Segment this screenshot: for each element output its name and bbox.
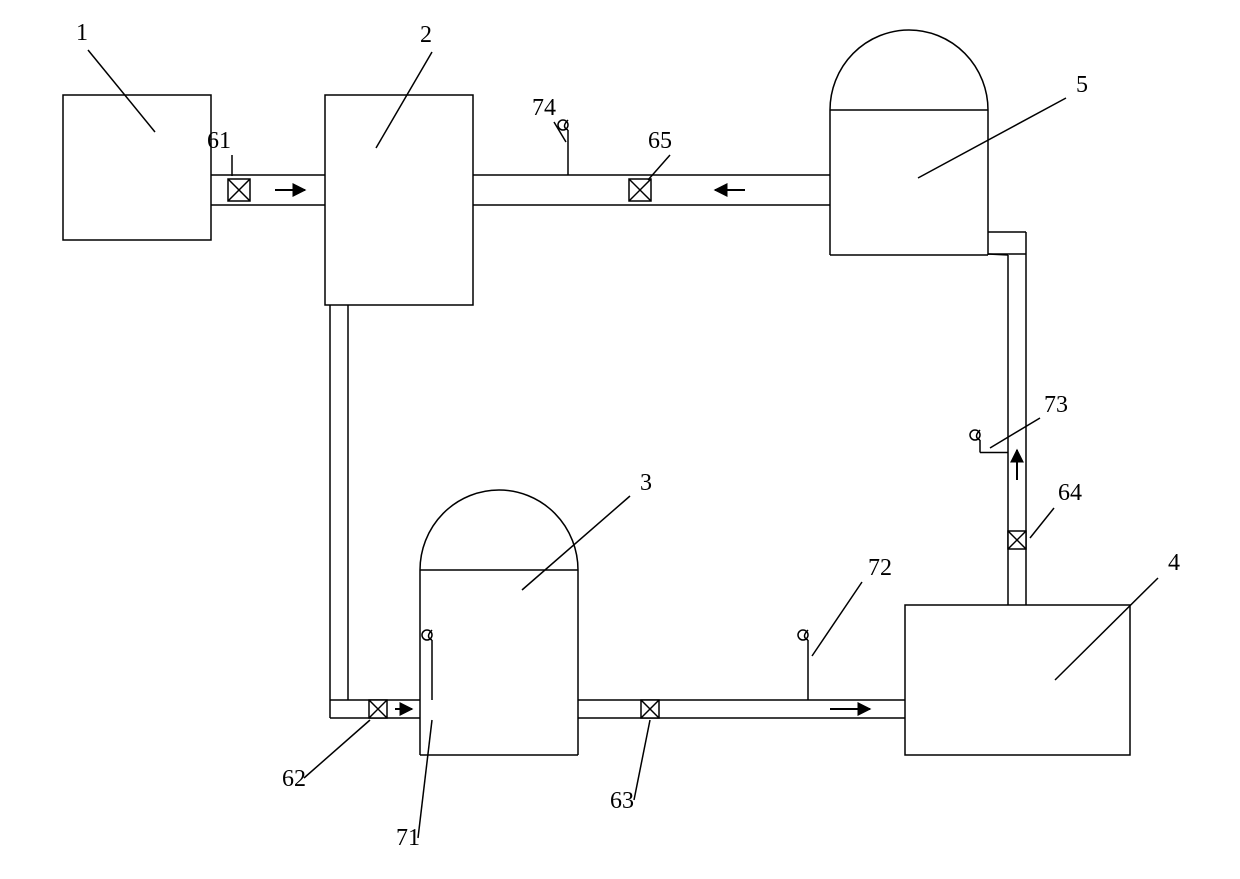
label-l74: 74 xyxy=(532,95,566,142)
block-b4 xyxy=(905,605,1130,755)
valve-v62 xyxy=(369,700,387,718)
label-l63: 63 xyxy=(610,720,650,814)
label-l73: 73 xyxy=(990,392,1068,448)
valve-v65 xyxy=(629,179,651,201)
label-text-l74: 74 xyxy=(532,95,556,121)
valve-v64 xyxy=(1008,531,1026,549)
label-text-l65: 65 xyxy=(648,128,672,154)
label-text-l61: 61 xyxy=(207,128,231,154)
label-l72: 72 xyxy=(812,555,892,656)
pipe-p45 xyxy=(1008,255,1026,605)
label-text-l63: 63 xyxy=(610,788,634,814)
label-l65: 65 xyxy=(648,128,672,180)
label-text-l5: 5 xyxy=(1076,72,1088,98)
pipe-p23 xyxy=(330,305,348,700)
process-flow-diagram: 1 2 5 3 4 61 65 74 73 64 72 62 71 63 xyxy=(0,0,1240,879)
block-b2 xyxy=(325,95,473,305)
sensor-s72 xyxy=(798,630,808,700)
block-b1 xyxy=(63,95,211,240)
label-text-l64: 64 xyxy=(1058,480,1082,506)
label-l3: 3 xyxy=(522,470,652,590)
valve-v63 xyxy=(641,700,659,718)
valve-v61 xyxy=(228,179,250,201)
label-text-l1: 1 xyxy=(76,20,88,46)
label-text-l3: 3 xyxy=(640,470,652,496)
label-text-l2: 2 xyxy=(420,22,432,48)
pipe-p45b xyxy=(988,232,1026,254)
sensor-s71 xyxy=(422,630,432,700)
label-l5: 5 xyxy=(918,72,1088,178)
label-l2: 2 xyxy=(376,22,432,148)
label-text-l62: 62 xyxy=(282,766,306,792)
block-b5 xyxy=(830,30,988,255)
label-l62: 62 xyxy=(282,720,370,792)
label-l4: 4 xyxy=(1055,550,1180,680)
label-l71: 71 xyxy=(396,720,432,851)
label-l1: 1 xyxy=(76,20,155,132)
label-text-l71: 71 xyxy=(396,825,420,851)
label-text-l72: 72 xyxy=(868,555,892,581)
sensor-s74 xyxy=(558,120,568,175)
label-text-l73: 73 xyxy=(1044,392,1068,418)
label-l64: 64 xyxy=(1030,480,1082,538)
block-b3 xyxy=(420,490,578,755)
label-text-l4: 4 xyxy=(1168,550,1180,576)
